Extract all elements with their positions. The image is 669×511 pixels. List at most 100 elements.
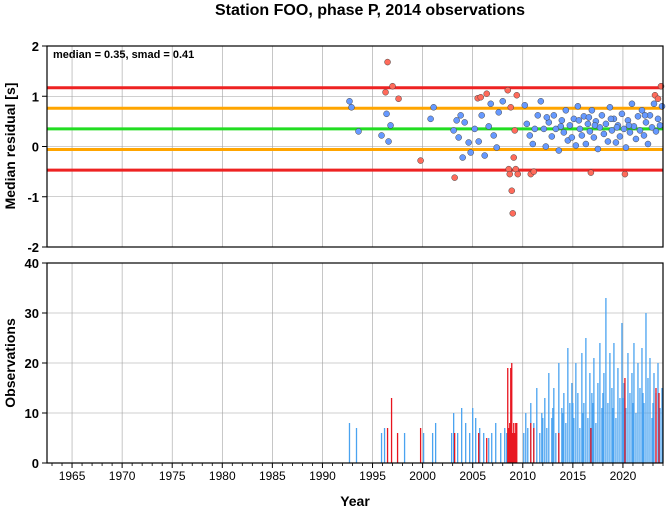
scatter-point (588, 107, 596, 114)
scatter-point (568, 134, 576, 141)
bottom-y-tick-label: 30 (25, 306, 39, 321)
x-axis-label: Year (340, 493, 370, 509)
bottom-x-ticks: 1965 1970 1975 1980 1985 1990 1995 2000 2005 2010… (51, 463, 664, 483)
top-y-tick-label: -1 (27, 190, 39, 205)
x-tick-label: 1990 (309, 469, 336, 483)
top-annotation: median = 0.35, smad = 0.41 (53, 49, 194, 61)
scatter-point (604, 138, 612, 145)
scatter-point (531, 125, 539, 133)
x-tick-label: 2020 (610, 469, 637, 483)
scatter-point (598, 112, 606, 119)
scatter-point (560, 129, 568, 136)
scatter-point (461, 119, 468, 126)
top-y-tick-label: 2 (32, 39, 39, 54)
scatter-point (542, 143, 550, 150)
scatter-point (578, 132, 586, 139)
scatter-point (467, 149, 474, 156)
scatter-point (481, 152, 488, 159)
scatter-point (616, 133, 624, 140)
x-tick-label: 1995 (359, 469, 386, 483)
bottom-y-tick-label: 0 (32, 456, 39, 471)
scatter-point (475, 138, 482, 145)
top-y-axis-label: Median residual [s] (2, 83, 18, 210)
scatter-point (644, 140, 652, 148)
scatter-point (622, 144, 630, 151)
scatter-point (648, 124, 656, 131)
scatter-point (574, 103, 582, 110)
top-gridlines (47, 45, 663, 248)
scatter-point (346, 98, 353, 105)
scatter-point (526, 132, 534, 139)
scatter-point (495, 109, 502, 116)
x-tick-label: 2015 (560, 469, 587, 483)
scatter-point (453, 117, 460, 124)
scatter-point (658, 103, 666, 110)
scatter-point (504, 86, 511, 94)
scatter-point (584, 120, 592, 128)
scatter-point (572, 142, 580, 149)
scatter-point (511, 127, 519, 134)
scatter-point (478, 112, 485, 119)
scatter-point (510, 154, 518, 161)
scatter-point (465, 139, 472, 146)
scatter-point (594, 145, 602, 153)
bottom-gridlines (47, 262, 663, 464)
scatter-point (602, 120, 610, 128)
scatter-point (652, 128, 660, 135)
scatter-point (430, 104, 437, 111)
scatter-point (521, 102, 529, 109)
scatter-point (558, 117, 566, 124)
scatter-point (575, 117, 583, 124)
scatter-point (600, 130, 608, 138)
top-y-tick-label: -2 (27, 240, 39, 255)
scatter-point (586, 128, 594, 135)
scatter-point (607, 115, 615, 123)
scatter-point (606, 104, 614, 111)
scatter-point (507, 104, 515, 111)
scatter-point (636, 127, 644, 134)
scatter-point (562, 107, 570, 114)
x-tick-label: 1985 (259, 469, 286, 483)
scatter-point (530, 168, 538, 175)
scatter-point (483, 90, 490, 97)
top-y-tick-label: 1 (32, 89, 39, 104)
scatter-point (384, 58, 391, 66)
scatter-point (590, 134, 598, 141)
scatter-point (485, 123, 492, 130)
scatter-point (566, 122, 574, 129)
scatter-point (355, 128, 362, 135)
scatter-point (471, 125, 478, 133)
scatter-point (493, 144, 500, 151)
scatter-point (534, 112, 542, 119)
scatter-point (585, 114, 593, 121)
top-reference-lines (47, 86, 663, 172)
x-tick-label: 1965 (59, 469, 86, 483)
scatter-point (613, 124, 621, 131)
scatter-point (632, 135, 640, 143)
x-tick-label: 1975 (159, 469, 186, 483)
scatter-point (509, 210, 517, 217)
scatter-point (540, 125, 548, 133)
scatter-point (417, 157, 424, 164)
scatter-point (378, 132, 385, 139)
scatter-point (450, 127, 457, 134)
scatter-point (389, 82, 396, 90)
scatter-point (612, 139, 620, 146)
scatter-point (587, 169, 595, 176)
top-y-ticks: -2 -1 0 1 2 (27, 39, 47, 255)
scatter-point (477, 94, 484, 101)
scatter-point (487, 100, 494, 108)
scatter-point (387, 122, 394, 129)
x-tick-label: 2005 (459, 469, 486, 483)
scatter-point (626, 129, 634, 136)
scatter-point (383, 110, 390, 118)
scatter-point (508, 187, 516, 194)
scatter-point (555, 147, 563, 154)
scatter-point (451, 174, 458, 181)
scatter-point (506, 170, 514, 178)
scatter-point (618, 110, 626, 118)
scatter-point (641, 112, 649, 119)
scatter-point (514, 170, 522, 178)
scatter-point (608, 127, 616, 134)
